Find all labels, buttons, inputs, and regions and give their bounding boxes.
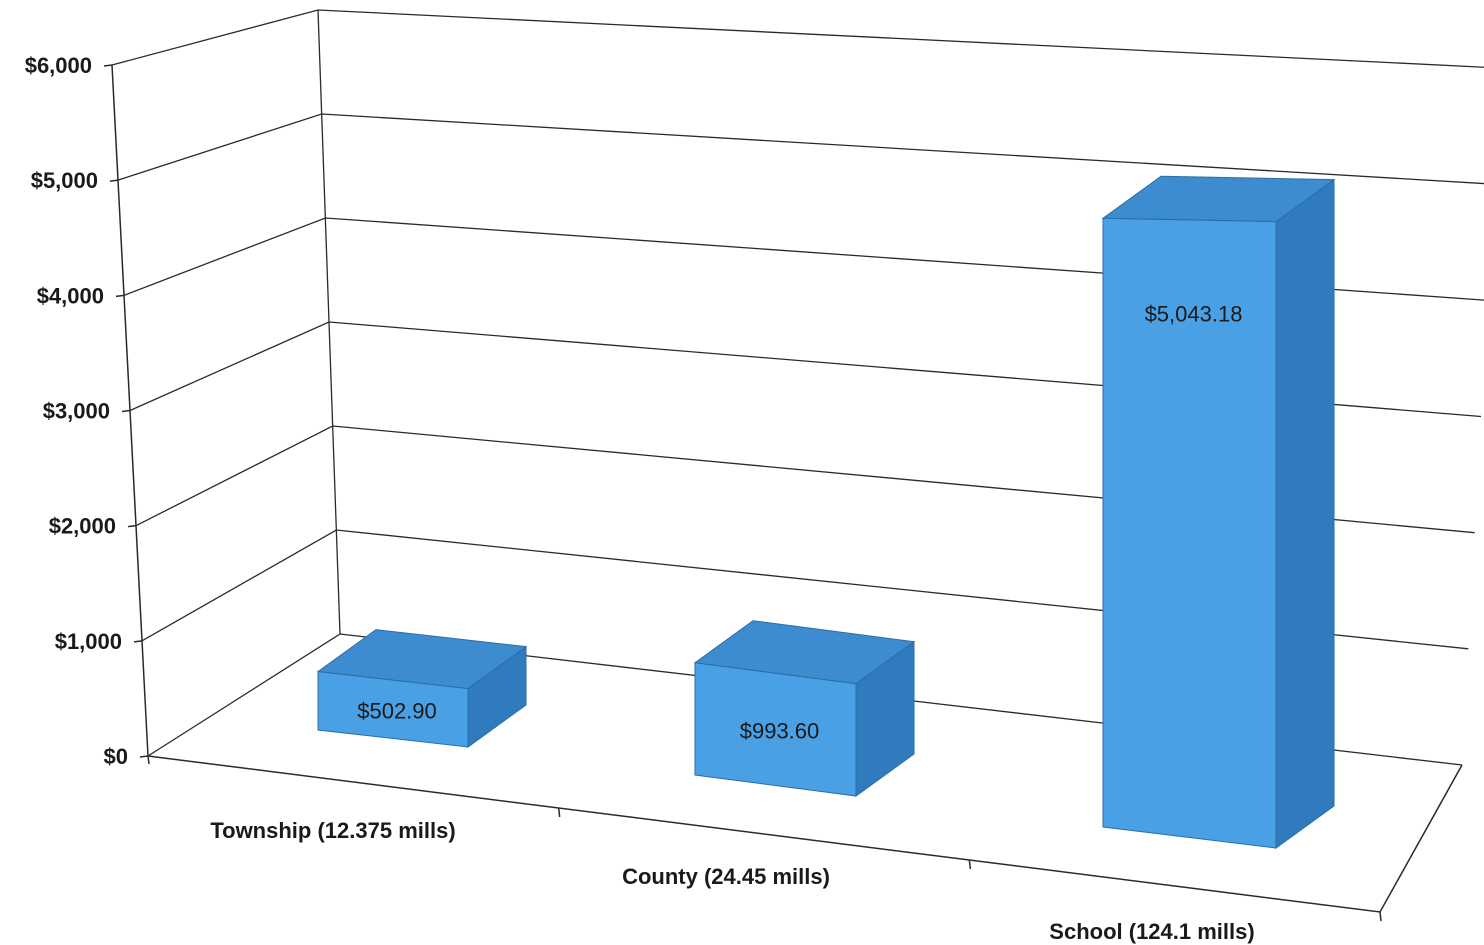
y-tick-label: $5,000 <box>31 168 98 193</box>
bar: $993.60 <box>693 620 916 797</box>
y-tick-mark <box>103 64 113 67</box>
y-tick-label: $3,000 <box>43 399 110 424</box>
y-axis-line <box>111 64 149 757</box>
y-axis-tick-labels: $0 $1,000 $2,000 $3,000 $4,000 $5,000 $6,000 <box>25 53 128 769</box>
x-tick-mark <box>968 859 972 870</box>
bar: $5,043.18 <box>1101 175 1336 849</box>
bar-data-label: $502.90 <box>357 698 437 723</box>
y-tick-mark <box>139 755 149 758</box>
floor-tick <box>147 755 150 765</box>
y-tick-mark <box>133 640 143 643</box>
axes <box>103 9 1463 922</box>
y-tick-mark <box>115 294 125 298</box>
bar-front-face <box>317 671 469 748</box>
bar: $502.90 <box>316 629 528 748</box>
x-axis-category-labels: Township (12.375 mills) County (24.45 mil… <box>210 818 1254 944</box>
y-tick-mark <box>127 524 137 528</box>
x-tick-mark <box>557 807 561 818</box>
y-tick-label: $2,000 <box>49 514 116 539</box>
x-category-label: School (124.1 mills) <box>1049 919 1254 944</box>
bar-front-face <box>694 662 857 797</box>
bar-side-face <box>1275 178 1335 849</box>
x-category-label: Township (12.375 mills) <box>210 818 455 843</box>
bar-data-label: $5,043.18 <box>1145 301 1243 326</box>
y-tick-mark <box>109 179 119 182</box>
bar-data-label: $993.60 <box>740 718 820 743</box>
y-tick-label: $4,000 <box>37 283 104 308</box>
bars: $502.90 $993.60 $5,043.18 <box>316 175 1336 849</box>
y-tick-label: $1,000 <box>55 629 122 654</box>
y-tick-label: $6,000 <box>25 53 92 78</box>
bar-front-face <box>1102 217 1277 849</box>
y-tick-mark <box>121 409 131 413</box>
y-tick-label: $0 <box>104 744 128 769</box>
x-tick-mark <box>1379 911 1382 922</box>
back-corner-line <box>317 9 341 635</box>
x-category-label: County (24.45 mills) <box>622 864 830 889</box>
